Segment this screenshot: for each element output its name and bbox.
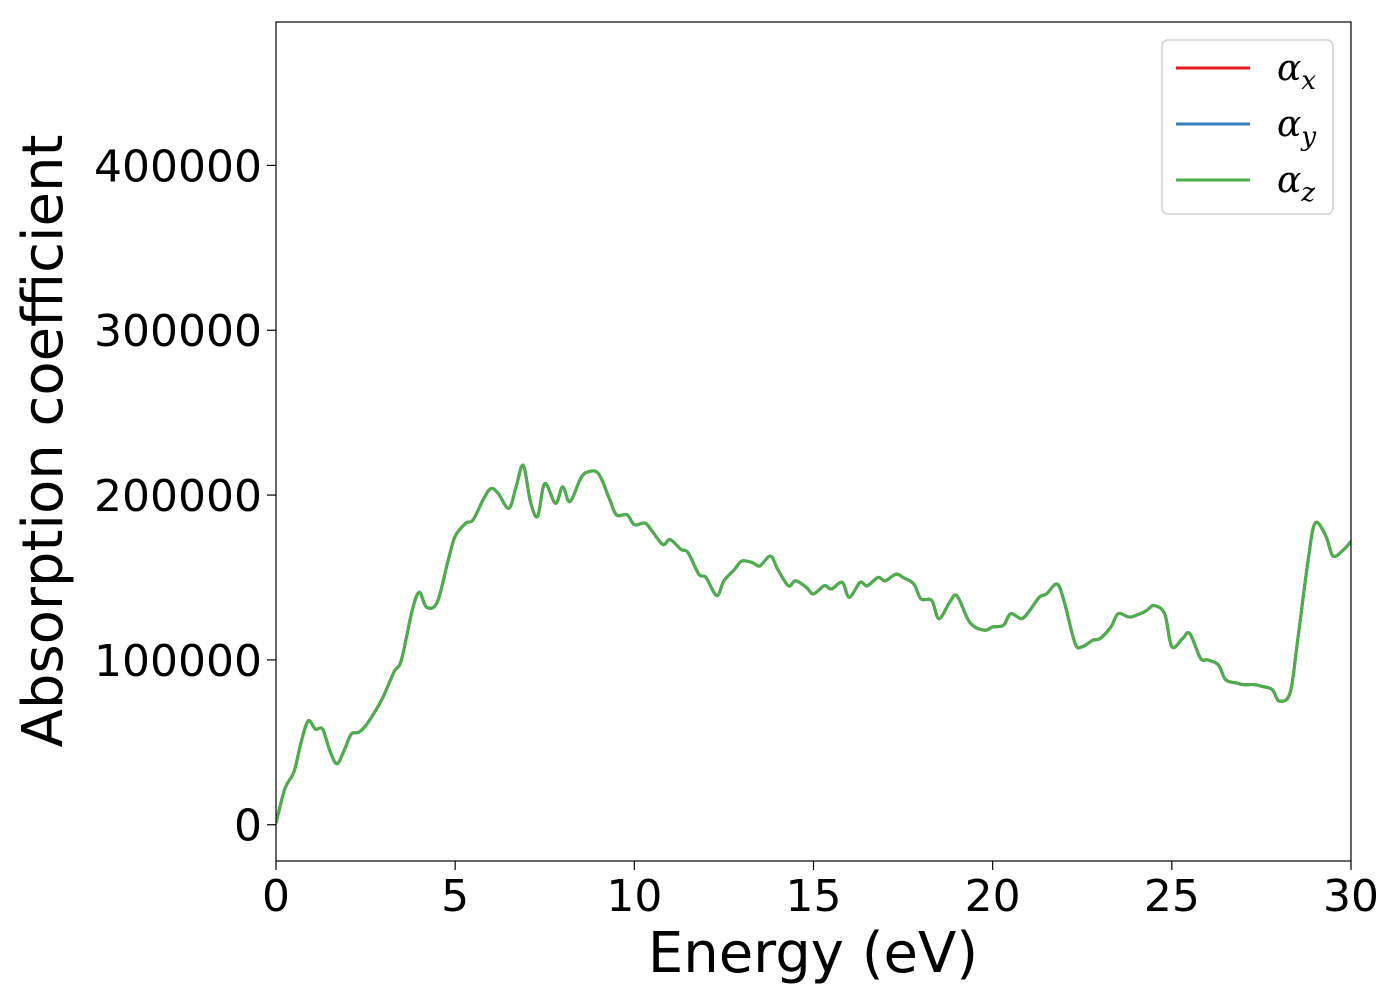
legend-label-z: αz — [1277, 160, 1315, 208]
y-tick-label: 200000 — [94, 471, 262, 522]
x-tick-label: 30 — [1323, 871, 1379, 922]
x-tick-label: 5 — [441, 871, 469, 922]
y-axis: 0 100000 200000 300000 400000 — [94, 141, 276, 852]
x-tick-label: 0 — [262, 871, 290, 922]
x-tick-label: 15 — [786, 871, 842, 922]
legend-box — [1161, 39, 1334, 215]
y-tick-label: 400000 — [94, 141, 262, 192]
x-tick-label: 25 — [1144, 871, 1200, 922]
x-tick-label: 20 — [965, 871, 1021, 922]
y-tick-label: 100000 — [94, 636, 262, 687]
y-tick-label: 0 — [234, 801, 262, 852]
legend-label-y: αy — [1277, 104, 1316, 152]
y-axis-label: Absorption coefficient — [11, 135, 76, 748]
x-axis-label: Energy (eV) — [648, 921, 978, 986]
series-line-z — [276, 463, 1351, 824]
legend-label-x: αx — [1277, 48, 1316, 96]
series-layer — [276, 463, 1351, 824]
legend: αx αy αz — [1161, 39, 1334, 215]
x-tick-label: 10 — [606, 871, 662, 922]
x-axis: 0 5 10 15 20 25 30 — [262, 861, 1379, 922]
y-tick-label: 300000 — [94, 306, 262, 357]
